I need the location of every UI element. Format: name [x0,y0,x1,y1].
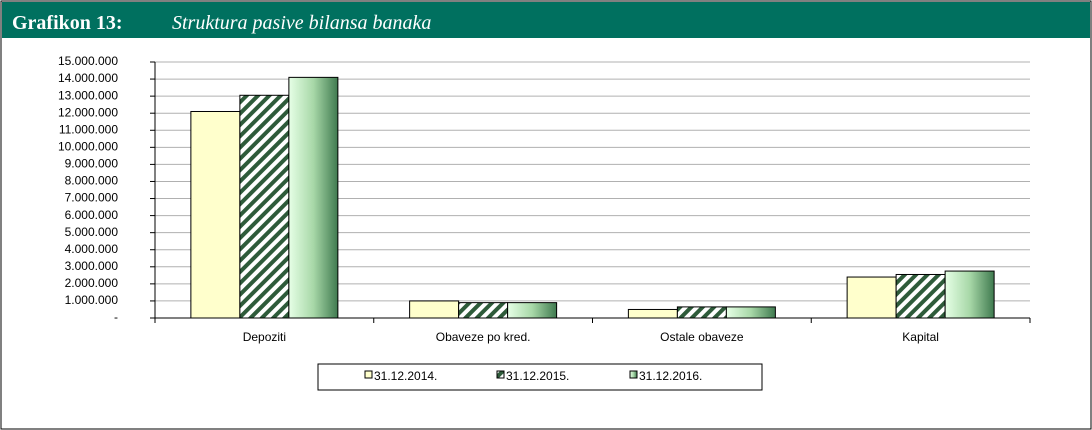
bar [458,302,509,319]
bar [190,110,241,319]
y-tick-label: 9.000.000 [65,157,119,171]
y-tick-label: 4.000.000 [65,242,119,256]
legend-label: 31.12.2015. [506,369,569,383]
header-bar [2,2,1090,38]
legend-label: 31.12.2014. [374,369,437,383]
y-tick-label: 1.000.000 [65,293,119,307]
y-tick-label: - [114,310,118,324]
x-tick-label: Obaveze po kred. [436,330,531,344]
bar [288,76,339,319]
bar [627,308,678,319]
bar [944,270,995,319]
chart-title: Struktura pasive bilansa banaka [172,12,431,34]
bar [239,94,290,319]
bar [409,300,460,319]
y-tick-label: 12.000.000 [58,105,118,119]
y-tick-label: 2.000.000 [65,276,119,290]
x-tick-label: Depoziti [243,330,286,344]
y-tick-label: 13.000.000 [58,88,118,102]
bar [676,306,727,319]
bar [507,302,558,319]
y-tick-label: 3.000.000 [65,259,119,273]
legend-label: 31.12.2016. [639,369,702,383]
legend-swatch [496,370,505,379]
y-tick-label: 10.000.000 [58,140,118,154]
legend-swatch [364,370,373,379]
x-tick-label: Kapital [902,330,939,344]
y-tick-label: 5.000.000 [65,225,119,239]
y-tick-label: 6.000.000 [65,208,119,222]
bar [846,276,897,319]
figure-label: Grafikon 13: [12,12,123,34]
legend-box [317,363,763,391]
legend-swatch [629,370,638,379]
x-tick-label: Ostale obaveze [660,330,744,344]
y-tick-label: 8.000.000 [65,174,119,188]
y-tick-label: 11.000.000 [59,122,118,136]
bar [895,273,946,319]
y-tick-label: 15.000.000 [58,54,118,68]
bar [725,306,776,319]
y-tick-label: 14.000.000 [58,71,118,85]
y-tick-label: 7.000.000 [65,191,119,205]
